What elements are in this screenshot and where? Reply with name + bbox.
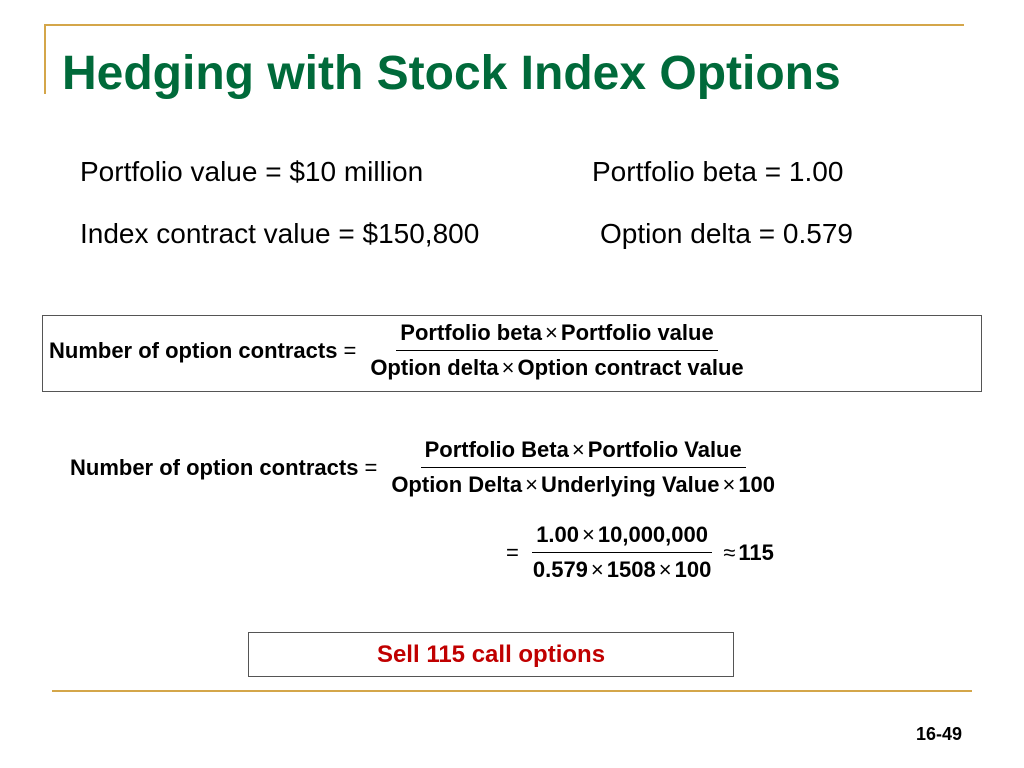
calc-den-term-a: Option Delta: [391, 472, 523, 497]
step-equals: =: [506, 539, 519, 565]
calc-lhs: Number of option contracts: [70, 454, 359, 480]
step-den-b: 1508: [606, 557, 656, 582]
general-formula: Number of option contracts = Portfolio b…: [49, 320, 748, 381]
calc-denominator: Option Delta × Underlying Value × 100: [387, 468, 779, 498]
step-denominator: 0.579 × 1508 × 100: [529, 553, 715, 583]
numerator-term-b: Portfolio value: [560, 320, 714, 345]
approx-sign: ≈: [723, 539, 736, 565]
formula-equals: =: [343, 337, 357, 363]
portfolio-value-text: Portfolio value = $10 million: [80, 156, 424, 187]
slide-title: Hedging with Stock Index Options: [62, 47, 841, 100]
page-number: 16-49: [915, 724, 962, 744]
calc-fraction: Portfolio Beta × Portfolio Value Option De…: [387, 437, 779, 498]
calc-numerator: Portfolio Beta × Portfolio Value: [420, 437, 746, 468]
formula-numerator: Portfolio beta × Portfolio value: [396, 320, 718, 351]
step-den-a: 0.579: [532, 557, 588, 582]
calculation-formula: Number of option contracts = Portfolio B…: [70, 437, 779, 498]
times-sign: ×: [525, 472, 538, 497]
step-numerator: 1.00 × 10,000,000: [532, 522, 712, 553]
bottom-rule: [52, 690, 972, 692]
option-delta-text: Option delta = 0.579: [600, 218, 853, 249]
calc-num-term-a: Portfolio Beta: [424, 437, 569, 462]
step-den-c: 100: [674, 557, 712, 582]
times-sign: ×: [501, 355, 515, 380]
times-sign: ×: [582, 522, 595, 547]
formula-lhs: Number of option contracts: [49, 337, 338, 363]
top-rule-vertical: [44, 24, 46, 94]
step-result: 115: [738, 539, 774, 565]
top-rule: [44, 24, 964, 26]
step-num-a: 1.00: [536, 522, 580, 547]
denominator-term-b: Option contract value: [517, 355, 744, 380]
step-num-b: 10,000,000: [597, 522, 708, 547]
times-sign: ×: [545, 320, 558, 345]
formula-denominator: Option delta × Option contract value: [366, 351, 747, 381]
times-sign: ×: [658, 557, 672, 582]
calc-equals: =: [364, 454, 378, 480]
times-sign: ×: [571, 437, 585, 462]
formula-box: Number of option contracts = Portfolio b…: [42, 315, 982, 392]
calc-num-term-b: Portfolio Value: [587, 437, 742, 462]
numeric-step: = 1.00 × 10,000,000 0.579 × 1508 × 100 ≈ 115: [500, 522, 774, 583]
conclusion-box: Sell 115 call options: [248, 632, 734, 677]
step-fraction: 1.00 × 10,000,000 0.579 × 1508 × 100: [529, 522, 715, 583]
index-contract-value-text: Index contract value = $150,800: [80, 218, 480, 249]
numerator-term-a: Portfolio beta: [400, 320, 543, 345]
denominator-term-a: Option delta: [370, 355, 499, 380]
calc-den-term-b: Underlying Value: [540, 472, 720, 497]
portfolio-beta-text: Portfolio beta = 1.00: [592, 156, 844, 187]
conclusion-text: Sell 115 call options: [376, 640, 606, 668]
times-sign: ×: [590, 557, 604, 582]
times-sign: ×: [722, 472, 736, 497]
calc-den-term-c: 100: [738, 472, 776, 497]
formula-fraction: Portfolio beta × Portfolio value Option de…: [366, 320, 747, 381]
